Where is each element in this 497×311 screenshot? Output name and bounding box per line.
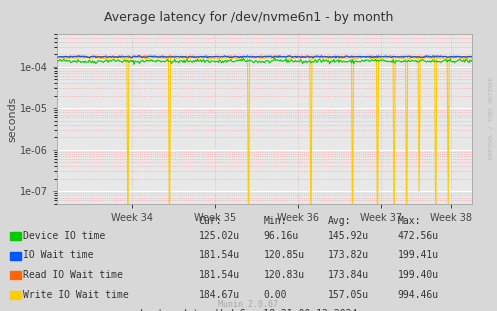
Text: 120.83u: 120.83u: [263, 270, 305, 280]
Text: Write IO Wait time: Write IO Wait time: [23, 290, 129, 299]
Text: 96.16u: 96.16u: [263, 231, 299, 241]
Text: 125.02u: 125.02u: [199, 231, 240, 241]
Text: RRDTOOL / TOBI OETIKER: RRDTOOL / TOBI OETIKER: [488, 77, 493, 160]
Text: Device IO time: Device IO time: [23, 231, 105, 241]
Text: 472.56u: 472.56u: [398, 231, 439, 241]
Text: 0.00: 0.00: [263, 290, 287, 299]
Text: 157.05u: 157.05u: [328, 290, 369, 299]
Text: 181.54u: 181.54u: [199, 250, 240, 260]
Text: IO Wait time: IO Wait time: [23, 250, 94, 260]
Text: 173.82u: 173.82u: [328, 250, 369, 260]
Text: Read IO Wait time: Read IO Wait time: [23, 270, 123, 280]
Text: 199.41u: 199.41u: [398, 250, 439, 260]
Text: 145.92u: 145.92u: [328, 231, 369, 241]
Text: Max:: Max:: [398, 216, 421, 226]
Text: Munin 2.0.67: Munin 2.0.67: [219, 300, 278, 309]
Text: 199.40u: 199.40u: [398, 270, 439, 280]
Text: 173.84u: 173.84u: [328, 270, 369, 280]
Text: Last update: Wed Sep 18 21:00:12 2024: Last update: Wed Sep 18 21:00:12 2024: [140, 309, 357, 311]
Text: Cur:: Cur:: [199, 216, 222, 226]
Text: 120.85u: 120.85u: [263, 250, 305, 260]
Text: Min:: Min:: [263, 216, 287, 226]
Y-axis label: seconds: seconds: [7, 96, 17, 142]
Text: 184.67u: 184.67u: [199, 290, 240, 299]
Text: Avg:: Avg:: [328, 216, 351, 226]
Text: Average latency for /dev/nvme6n1 - by month: Average latency for /dev/nvme6n1 - by mo…: [104, 11, 393, 24]
Text: 994.46u: 994.46u: [398, 290, 439, 299]
Text: 181.54u: 181.54u: [199, 270, 240, 280]
